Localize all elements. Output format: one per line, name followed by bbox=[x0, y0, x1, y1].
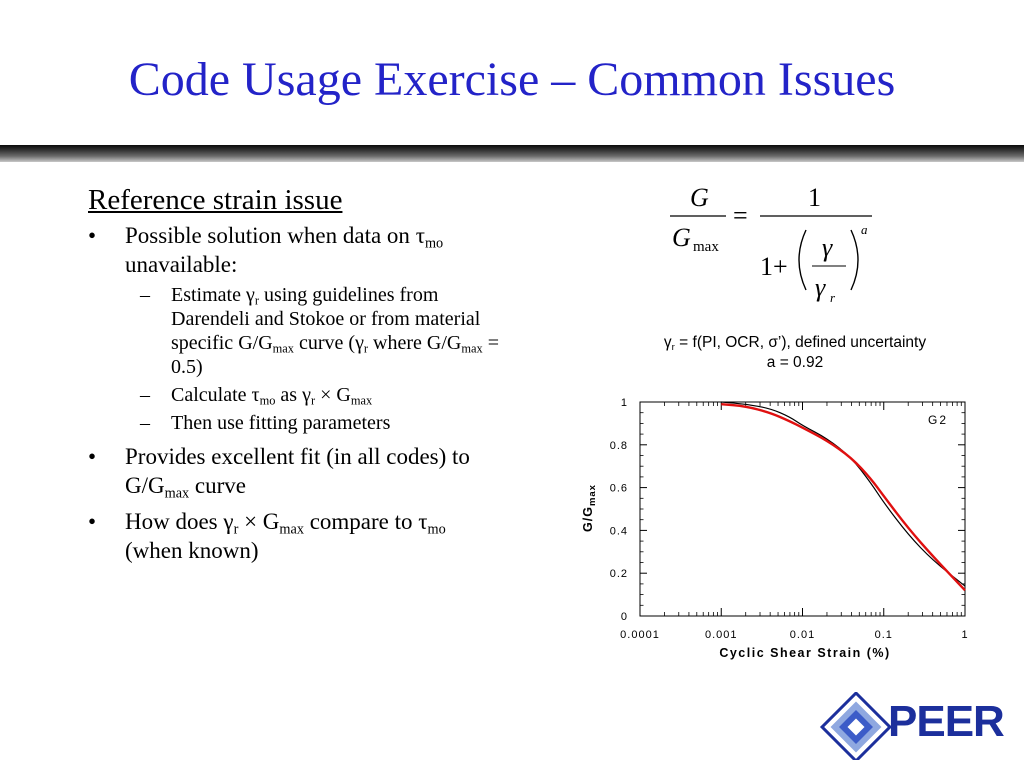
note-line-2: a = 0.92 bbox=[766, 354, 824, 371]
formula-r-subscript: r bbox=[830, 290, 836, 305]
formula-max-subscript: max bbox=[693, 239, 719, 255]
sub-bullet-item: – Estimate γr using guidelines from Dare… bbox=[140, 284, 499, 378]
bullet-item: • How does γr × Gmax compare to τmo (whe… bbox=[88, 509, 446, 563]
formula-exponent-a: a bbox=[861, 222, 868, 237]
modulus-reduction-formula: G G max = 1 1+ γ γ r a bbox=[670, 183, 872, 305]
sub-bullet-item: – Calculate τmo as γr × Gmax bbox=[140, 384, 373, 408]
x-tick-label: 0.001 bbox=[705, 629, 738, 641]
formula-denominator-g: G bbox=[672, 223, 691, 252]
y-tick-label: 0.4 bbox=[610, 525, 628, 537]
formula-gamma-r: γ bbox=[815, 273, 826, 302]
x-tick-label: 0.1 bbox=[875, 629, 893, 641]
formula-gamma: γ bbox=[822, 233, 833, 262]
chart-annotation-g2: G2 bbox=[928, 413, 948, 427]
formula-numerator-one: 1 bbox=[808, 183, 821, 212]
chart-x-axis-label: Cyclic Shear Strain (%) bbox=[719, 646, 890, 660]
chart-y-axis-label: G/Gmax bbox=[581, 484, 598, 532]
chart-plot-frame bbox=[639, 401, 966, 617]
formula-left-paren bbox=[798, 229, 807, 291]
reference-strain-note: γr = f(PI, OCR, σ’), defined uncertainty… bbox=[560, 333, 1024, 373]
bullet-list: • Possible solution when data on τmo una… bbox=[88, 221, 508, 565]
peer-logo-text: PEER bbox=[888, 697, 1005, 746]
formula-numerator-g: G bbox=[690, 183, 709, 212]
series-line-red bbox=[721, 402, 966, 592]
y-tick-label: 1 bbox=[621, 397, 628, 409]
slide-title: Code Usage Exercise – Common Issues bbox=[128, 53, 896, 106]
formula-right-paren bbox=[850, 229, 859, 291]
section-heading: Reference strain issue bbox=[88, 184, 343, 216]
note-line-1: γr = f(PI, OCR, σ’), defined uncertainty bbox=[663, 334, 927, 353]
y-tick-label: 0 bbox=[621, 611, 628, 623]
formula-equals: = bbox=[733, 201, 748, 230]
sub-bullet-item: – Then use fitting parameters bbox=[140, 412, 391, 434]
bullet-item: • Provides excellent fit (in all codes) … bbox=[88, 444, 470, 502]
sub-bullet-list: – Estimate γr using guidelines from Dare… bbox=[125, 283, 508, 435]
y-tick-label: 0.8 bbox=[610, 440, 628, 452]
title-divider bbox=[0, 145, 1024, 162]
x-tick-label: 1 bbox=[961, 629, 968, 641]
peer-logo-diamond-icon bbox=[819, 692, 893, 760]
series-line-black bbox=[721, 401, 966, 587]
modulus-reduction-chart: 0 0.2 0.4 0.6 0.8 1 0.0001 0.001 0.01 0.1 1 G2 Cyc… bbox=[581, 397, 968, 660]
y-tick-label: 0.2 bbox=[610, 568, 628, 580]
peer-logo bbox=[819, 692, 893, 760]
formula-one-plus: 1+ bbox=[760, 252, 788, 281]
x-tick-label: 0.0001 bbox=[620, 629, 660, 641]
content-text: Reference strain issue • Possible soluti… bbox=[88, 184, 508, 572]
bullet-item: • Possible solution when data on τmo una… bbox=[88, 221, 508, 435]
x-tick-label: 0.01 bbox=[790, 629, 815, 641]
y-tick-label: 0.6 bbox=[610, 483, 628, 495]
